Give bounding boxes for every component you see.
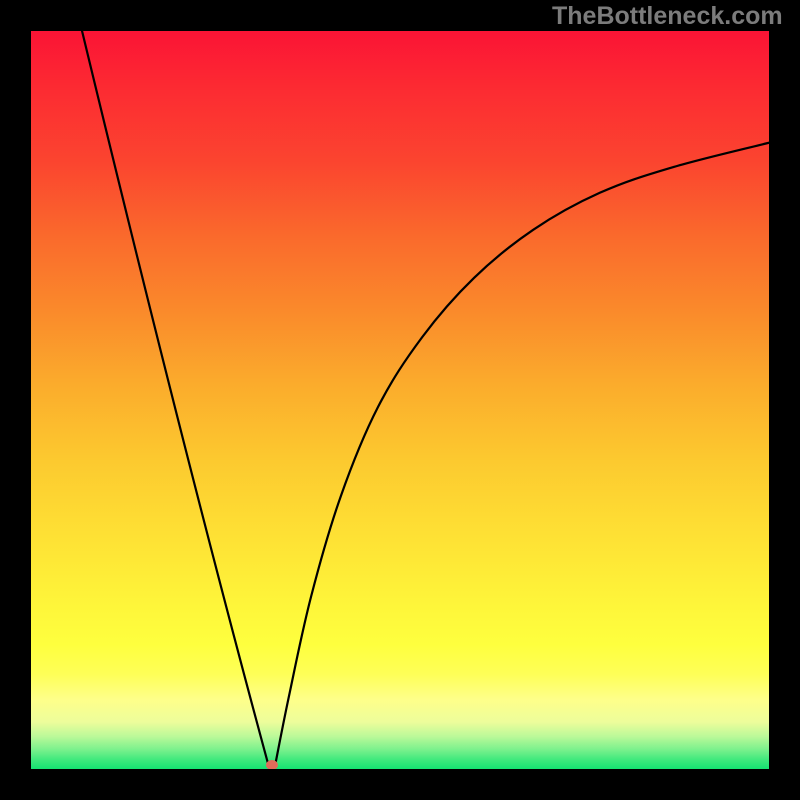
chart-container: TheBottleneck.com: [0, 0, 800, 800]
watermark-text: TheBottleneck.com: [552, 2, 783, 31]
gradient-background: [30, 30, 770, 770]
optimal-point-marker: [266, 760, 278, 770]
bottleneck-curve-plot: [30, 30, 770, 770]
